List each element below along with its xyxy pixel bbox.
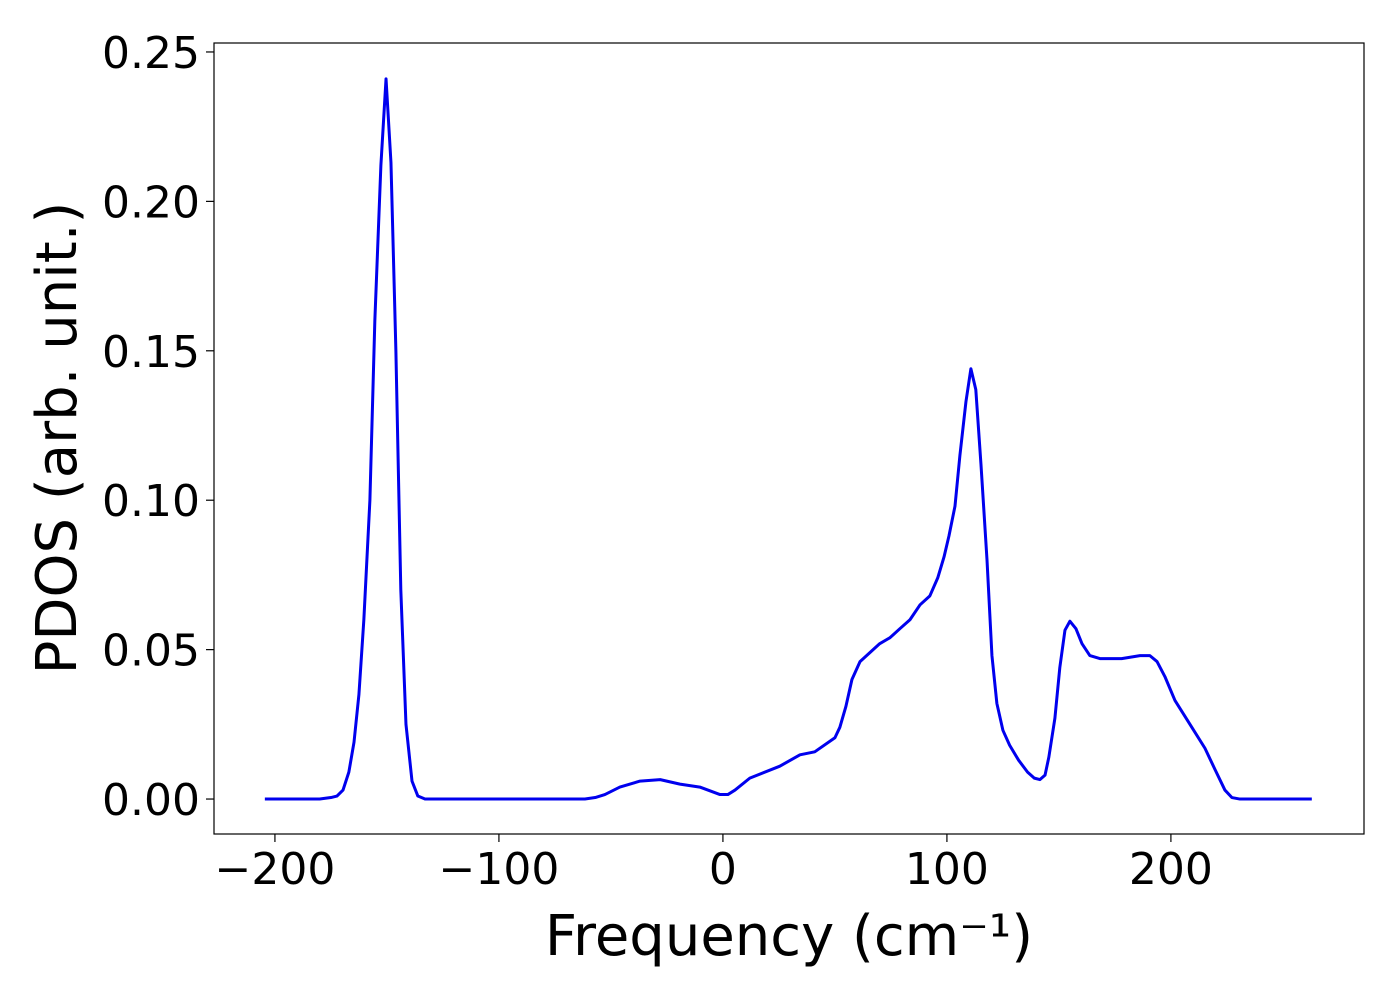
x-axis-label: Frequency (cm⁻¹)	[545, 904, 1033, 969]
x-tick-label: 200	[1129, 844, 1213, 895]
y-tick-label: 0.25	[102, 28, 200, 79]
x-tick-label: −100	[438, 844, 559, 895]
y-tick-label: 0.15	[102, 327, 200, 378]
pdos-line	[264, 77, 1312, 801]
plot-frame	[213, 42, 1365, 835]
x-tick-label: −200	[214, 844, 335, 895]
y-tick-label: 0.05	[102, 626, 200, 677]
y-tick-label: 0.00	[102, 775, 200, 826]
x-tick-label: 0	[709, 844, 737, 895]
x-tick-label: 100	[905, 844, 989, 895]
y-tick-label: 0.20	[102, 177, 200, 228]
y-tick-label: 0.10	[102, 476, 200, 527]
y-axis-label: PDOS (arb. unit.)	[25, 202, 90, 675]
